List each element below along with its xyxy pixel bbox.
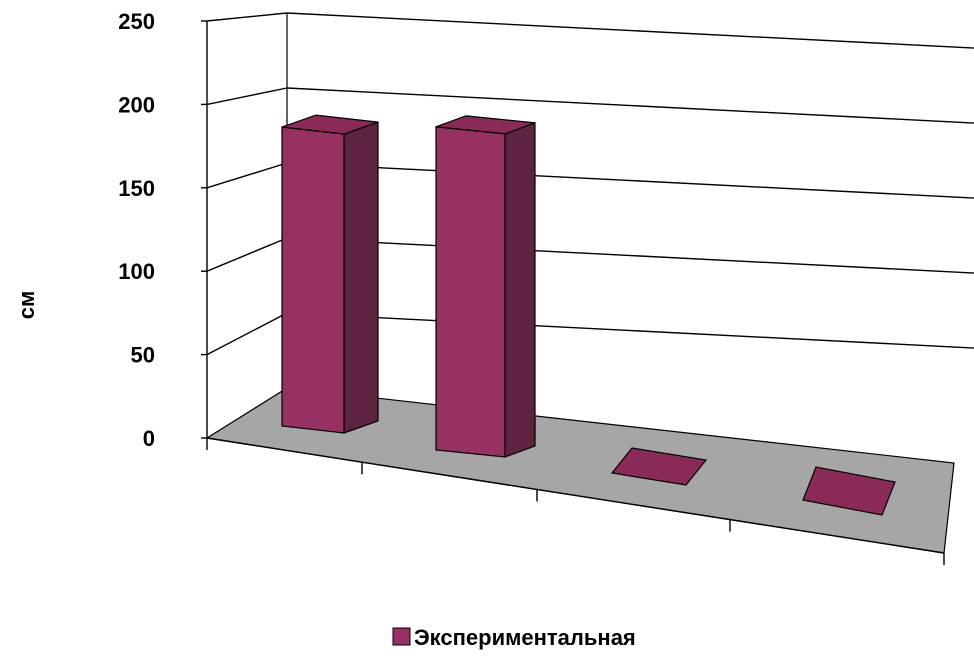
legend-label: Экспериментальная	[414, 625, 636, 650]
gridline-left	[206, 162, 288, 189]
y-tick-label: 100	[118, 259, 155, 284]
bar-side	[504, 122, 536, 458]
gridline-left	[206, 12, 288, 22]
gridline-left	[206, 312, 288, 356]
gridline-back	[286, 12, 974, 49]
bar	[435, 126, 506, 458]
y-tick-label: 200	[118, 92, 155, 117]
gridline-left	[206, 87, 288, 106]
legend-swatch	[392, 627, 411, 646]
y-tick-label: 250	[118, 9, 155, 34]
y-axis-label: см	[14, 291, 39, 320]
gridline-left	[206, 237, 288, 272]
gridline-back	[286, 312, 974, 349]
bar-side	[343, 121, 379, 434]
bar	[610, 447, 708, 486]
y-tick-label: 50	[131, 343, 155, 368]
gridline-back	[286, 162, 974, 199]
bar	[281, 126, 345, 434]
gridline-back	[286, 87, 974, 124]
y-tick-label: 150	[118, 176, 155, 201]
x-axis	[206, 437, 945, 554]
gridline-back	[286, 237, 974, 274]
bar	[802, 466, 896, 516]
legend: Экспериментальная	[392, 625, 636, 650]
y-tick-label: 0	[143, 426, 155, 451]
